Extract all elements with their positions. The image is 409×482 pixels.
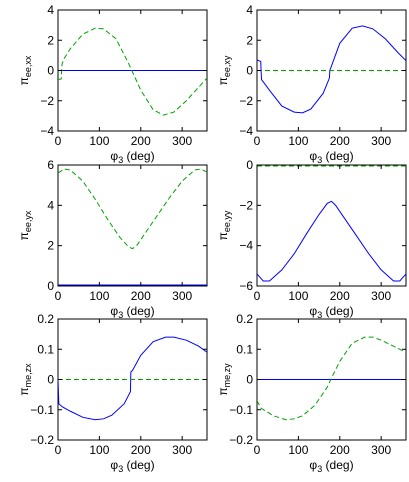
y-tick-label: 0.2: [236, 312, 253, 326]
y-tick-label: 0.1: [37, 342, 54, 356]
panel-5: 0 100 200 300 −0.2 −0.1 0 0.1 0.2 φ3 (deg) πme,zx: [17, 312, 208, 474]
x-tick-label: 0: [254, 443, 261, 457]
x-tick-label: 200: [330, 289, 350, 303]
y-tick-label: 0: [47, 279, 54, 293]
panel-6: 0 100 200 300 −0.2 −0.1 0 0.1 0.2 φ3 (deg) πme,zy: [216, 312, 407, 474]
y-axis-label: πme,zx: [17, 363, 33, 396]
x-tick-label: 100: [288, 134, 308, 148]
x-axis-label: φ3 (deg): [110, 304, 154, 320]
y-tick-label: 4: [47, 198, 54, 212]
x-tick-label: 100: [89, 443, 109, 457]
y-tick-label: −2: [239, 94, 253, 108]
plot-frame: [57, 164, 208, 287]
series-group: [58, 336, 207, 421]
y-tick-label: −2: [239, 198, 253, 212]
x-axis-label: φ3 (deg): [309, 458, 353, 474]
x-tick-label: 300: [172, 443, 192, 457]
x-axis-label: φ3 (deg): [110, 149, 154, 165]
y-tick-label: −0.2: [229, 433, 253, 447]
y-tick-label: 0: [246, 64, 253, 78]
x-tick-label: 100: [89, 289, 109, 303]
panel-1: 0 100 200 300 −4 −2 0 2 4 φ3 (deg) πee,xx: [17, 3, 208, 165]
series-group: [58, 27, 207, 116]
x-tick-label: 0: [254, 289, 261, 303]
y-axis-label: πee,yx: [17, 210, 33, 240]
y-tick-label: 6: [47, 158, 54, 172]
x-axis-label: φ3 (deg): [309, 149, 353, 165]
y-tick-label: −2: [40, 94, 54, 108]
x-tick-label: 0: [55, 134, 62, 148]
y-axis-label: πme,zy: [216, 363, 232, 396]
y-tick-label: −0.1: [229, 403, 253, 417]
series-group: [257, 25, 406, 114]
x-tick-label: 100: [89, 134, 109, 148]
green-dashed-line: [257, 336, 406, 421]
y-tick-label: 2: [246, 33, 253, 47]
y-tick-label: 4: [47, 3, 54, 17]
y-tick-label: −0.2: [30, 433, 54, 447]
panel-4: 0 100 200 300 −6 −4 −2 0 φ3 (deg) πee,yy: [216, 158, 407, 320]
x-tick-label: 200: [131, 134, 151, 148]
x-tick-label: 100: [288, 443, 308, 457]
y-tick-label: −4: [239, 124, 253, 138]
y-tick-label: −0.1: [30, 403, 54, 417]
y-tick-label: −6: [239, 279, 253, 293]
x-axis-label: φ3 (deg): [110, 458, 154, 474]
x-tick-label: 300: [371, 289, 391, 303]
y-tick-label: 0.2: [37, 312, 54, 326]
y-tick-label: 0.1: [236, 342, 253, 356]
x-tick-label: 300: [172, 289, 192, 303]
panel-3: 0 100 200 300 0 2 4 6 φ3 (deg) πee,yx: [17, 158, 208, 320]
y-tick-label: 2: [47, 33, 54, 47]
x-tick-label: 200: [330, 134, 350, 148]
blue-solid-line: [58, 336, 207, 421]
x-tick-label: 0: [55, 443, 62, 457]
y-tick-label: 0: [246, 373, 253, 387]
plot-frame: [256, 164, 407, 287]
x-tick-label: 0: [254, 134, 261, 148]
x-tick-label: 300: [172, 134, 192, 148]
y-axis-label: πee,yy: [216, 210, 232, 240]
blue-solid-line: [257, 200, 406, 282]
x-tick-label: 200: [131, 443, 151, 457]
x-tick-label: 0: [55, 289, 62, 303]
y-tick-label: 0: [47, 64, 54, 78]
x-tick-label: 300: [371, 443, 391, 457]
y-tick-label: −4: [40, 124, 54, 138]
x-tick-label: 200: [131, 289, 151, 303]
x-axis-label: φ3 (deg): [309, 304, 353, 320]
x-tick-label: 300: [371, 134, 391, 148]
y-axis-label: πee,xx: [17, 55, 33, 85]
blue-solid-line: [257, 25, 406, 114]
x-tick-label: 200: [330, 443, 350, 457]
y-axis-label: πee,xy: [216, 55, 232, 85]
y-tick-label: 0: [47, 373, 54, 387]
x-tick-label: 100: [288, 289, 308, 303]
series-group: [257, 336, 406, 421]
panel-2: 0 100 200 300 −4 −2 0 2 4 φ3 (deg) πee,xy: [216, 3, 407, 165]
green-dashed-line: [58, 168, 207, 250]
y-tick-label: 4: [246, 3, 253, 17]
y-tick-label: 2: [47, 239, 54, 253]
green-dashed-line: [58, 27, 207, 116]
y-tick-label: −4: [239, 239, 253, 253]
y-tick-label: 0: [246, 158, 253, 172]
